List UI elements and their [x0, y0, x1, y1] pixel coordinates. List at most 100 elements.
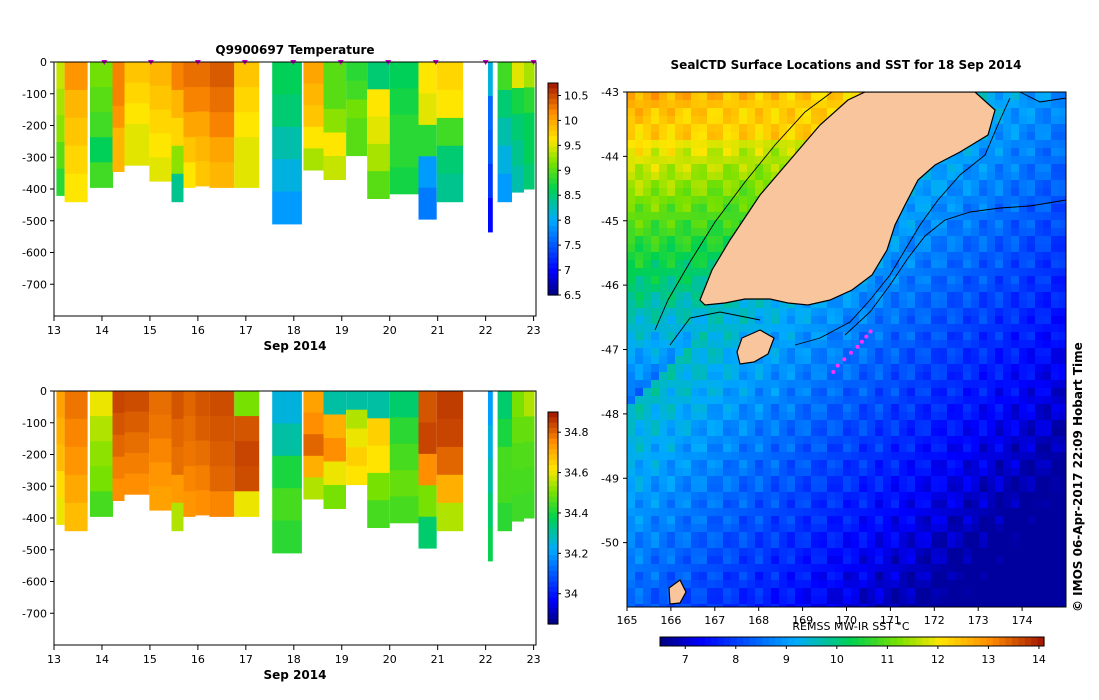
sst-cell — [955, 388, 964, 397]
sst-cell — [691, 388, 700, 397]
sst-cell — [771, 100, 780, 109]
sst-cell — [627, 364, 636, 373]
sst-cell — [1043, 156, 1052, 165]
colorbar-swatch — [548, 104, 558, 111]
colorbar-swatch — [548, 486, 558, 493]
sst-cell — [739, 108, 748, 117]
sst-cell — [915, 332, 924, 341]
sst-cell — [955, 260, 964, 269]
sst-cell — [875, 540, 884, 549]
x-tick-label: 13 — [47, 324, 61, 337]
sst-cell — [707, 500, 716, 509]
sst-cell — [811, 452, 820, 461]
sst-cell — [915, 532, 924, 541]
sst-cell — [947, 172, 956, 181]
sst-cell — [771, 172, 780, 181]
sst-cell — [1035, 108, 1044, 117]
sst-cell — [683, 300, 692, 309]
profile-21-cell-4 — [512, 166, 524, 193]
sst-cell — [723, 460, 732, 469]
sst-cell — [651, 556, 660, 565]
sst-cell — [643, 412, 652, 421]
sst-cell — [1035, 116, 1044, 125]
sst-cell — [787, 476, 796, 485]
sst-cell — [883, 516, 892, 525]
sst-cell — [915, 292, 924, 301]
sst-cell — [915, 220, 924, 229]
sst-cell — [819, 436, 828, 445]
sst-cell — [635, 220, 644, 229]
sst-cell — [659, 452, 668, 461]
profile-18-cell-1 — [436, 418, 464, 448]
sst-cell — [987, 436, 996, 445]
sst-cell — [699, 252, 708, 261]
profile-0-cell-3 — [56, 142, 65, 170]
sst-cell — [899, 292, 908, 301]
sst-cell — [931, 300, 940, 309]
sst-cell — [883, 380, 892, 389]
sst-cell — [635, 540, 644, 549]
sst-cell — [939, 356, 948, 365]
sst-cell — [699, 572, 708, 581]
sst-cell — [1059, 564, 1066, 573]
colorbar-swatch — [548, 412, 558, 418]
sst-cell — [675, 292, 684, 301]
lon-tick-label: 169 — [792, 614, 813, 627]
sst-cell — [779, 500, 788, 509]
sst-cell — [915, 308, 924, 317]
sst-cell — [635, 356, 644, 365]
sst-cell — [1051, 436, 1060, 445]
sst-cell — [987, 356, 996, 365]
sst-cell — [715, 388, 724, 397]
sst-cell — [843, 436, 852, 445]
sst-cell — [859, 452, 868, 461]
sst-cell — [763, 308, 772, 317]
sst-cell — [1043, 596, 1052, 605]
sst-cell — [1051, 164, 1060, 173]
sst-cell — [651, 124, 660, 133]
colorbar-swatch — [548, 512, 558, 519]
sst-cell — [859, 484, 868, 493]
x-tick-label: 19 — [335, 653, 349, 666]
sst-cell — [1027, 348, 1036, 357]
sst-cell — [1051, 540, 1060, 549]
sst-cell — [659, 364, 668, 373]
sst-cell — [859, 564, 868, 573]
sst-cell — [683, 580, 692, 589]
sst-cell — [627, 276, 636, 285]
sst-cell — [627, 372, 636, 381]
sst-cell — [691, 276, 700, 285]
sst-cell — [899, 428, 908, 437]
profile-9-cell-1 — [209, 416, 235, 442]
sst-cell — [675, 564, 684, 573]
sst-cell — [723, 148, 732, 157]
sst-cell — [795, 372, 804, 381]
sst-colorbar-swatch — [717, 637, 725, 646]
sst-cell — [955, 372, 964, 381]
sst-cell — [699, 396, 708, 405]
sst-cell — [875, 396, 884, 405]
sst-cell — [723, 588, 732, 597]
sst-cell — [643, 548, 652, 557]
colorbar-tick-label: 7 — [564, 264, 571, 277]
sst-cell — [675, 348, 684, 357]
sst-cell — [955, 220, 964, 229]
sst-cell — [691, 340, 700, 349]
sst-cell — [779, 140, 788, 149]
sst-cell — [707, 252, 716, 261]
sst-cell — [651, 396, 660, 405]
sst-cell — [691, 124, 700, 133]
profile-17-cell-3 — [418, 485, 437, 518]
sst-cell — [1027, 420, 1036, 429]
sst-cell — [923, 412, 932, 421]
profile-22-cell-4 — [524, 492, 535, 519]
sst-cell — [979, 92, 988, 101]
sst-cell — [627, 124, 636, 133]
sst-cell — [779, 356, 788, 365]
sst-cell — [1059, 476, 1066, 485]
sst-colorbar-swatch — [845, 637, 853, 646]
sst-cell — [1051, 300, 1060, 309]
sst-cell — [683, 204, 692, 213]
colorbar-swatch — [548, 167, 558, 174]
sst-cell — [1059, 116, 1066, 125]
